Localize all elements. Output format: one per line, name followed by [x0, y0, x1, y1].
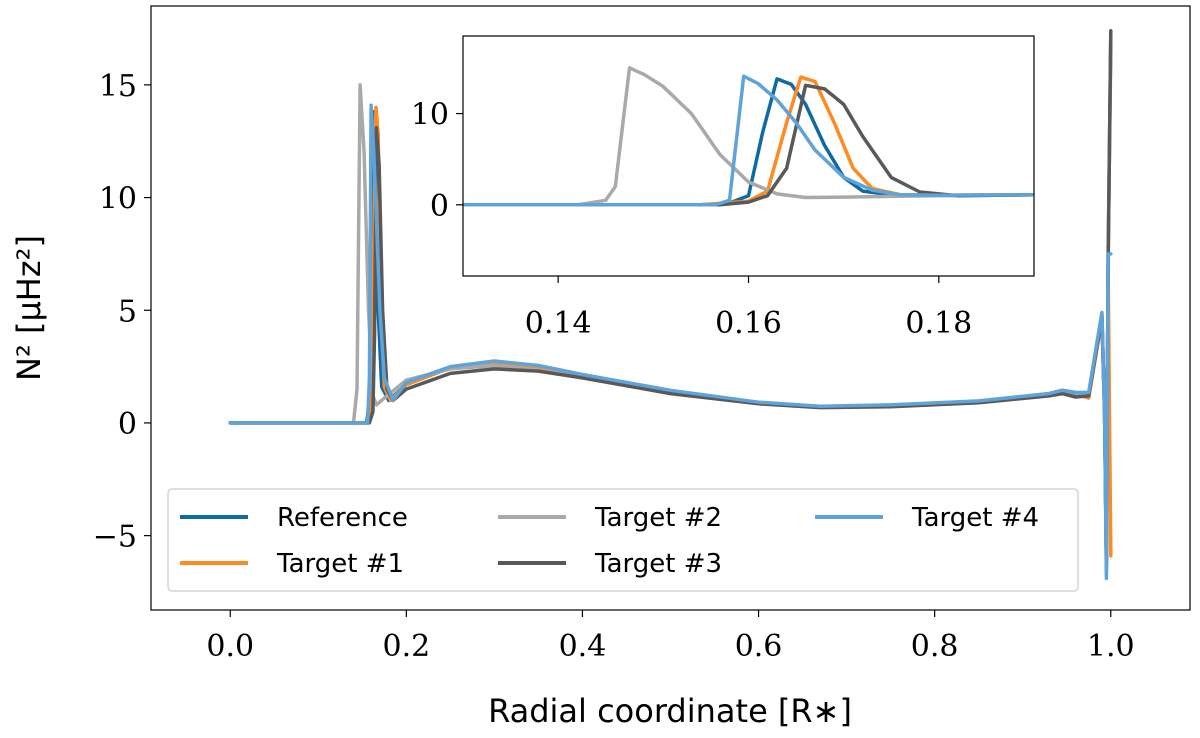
- inset-x-tick-label: 0.16: [715, 306, 782, 341]
- legend-label: Reference: [277, 503, 408, 533]
- main-x-tick-label: 0.4: [559, 629, 607, 664]
- x-axis-label: Radial coordinate [R∗]: [488, 692, 852, 730]
- main-y-ticks: −5 0 5 10 15: [93, 69, 151, 555]
- inset-y-tick-label: 10: [411, 98, 449, 133]
- inset-y-ticks: 0 10: [411, 98, 463, 224]
- main-series-group: [228, 29, 1113, 581]
- inset-x-tick-label: 0.18: [905, 306, 972, 341]
- inset-series-line-target-3: [463, 83, 1034, 207]
- main-x-tick-label: 0.8: [911, 629, 959, 664]
- main-x-tick-label: 0.6: [735, 629, 783, 664]
- inset-series-line-target-2: [463, 66, 1034, 207]
- main-plot-frame: [150, 5, 1191, 611]
- main-y-tick-label: 0: [118, 407, 137, 442]
- main-x-tick-label: 0.2: [382, 629, 430, 664]
- main-x-ticks: 0.0 0.2 0.4 0.6 0.8 1.0: [206, 610, 1135, 664]
- legend-label: Target #1: [276, 549, 404, 579]
- legend-box: [167, 488, 1079, 592]
- inset-series-group: [463, 66, 1034, 207]
- main-y-tick-label: 10: [99, 182, 137, 217]
- legend-items: Reference Target #1 Target #2 Target #3 Targ…: [180, 503, 1039, 579]
- main-x-tick-label: 1.0: [1087, 629, 1135, 664]
- legend-label: Target #2: [594, 503, 722, 533]
- main-y-tick-label: 5: [118, 294, 137, 329]
- main-axes: 0.0 0.2 0.4 0.6 0.8 1.0 −5 0 5 10 15 Radial coord…: [10, 5, 1191, 730]
- inset-axes: 0.14 0.16 0.18 0 10: [411, 35, 1035, 341]
- main-y-tick-label: −5: [93, 520, 137, 555]
- inset-series-line-target-4: [463, 74, 1034, 207]
- inset-background: [463, 36, 1034, 276]
- inset-x-tick-label: 0.14: [525, 306, 592, 341]
- y-axis-label: N² [µHz²]: [10, 235, 48, 381]
- inset-y-tick-label: 0: [430, 189, 449, 224]
- main-series-line-target-4: [228, 103, 1113, 581]
- legend: Reference Target #1 Target #2 Target #3 Targ…: [167, 488, 1079, 592]
- legend-label: Target #3: [594, 549, 722, 579]
- main-x-tick-label: 0.0: [206, 629, 254, 664]
- main-y-tick-label: 15: [99, 69, 137, 104]
- legend-label: Target #4: [911, 503, 1039, 533]
- inset-x-ticks: 0.14 0.16 0.18: [525, 276, 972, 341]
